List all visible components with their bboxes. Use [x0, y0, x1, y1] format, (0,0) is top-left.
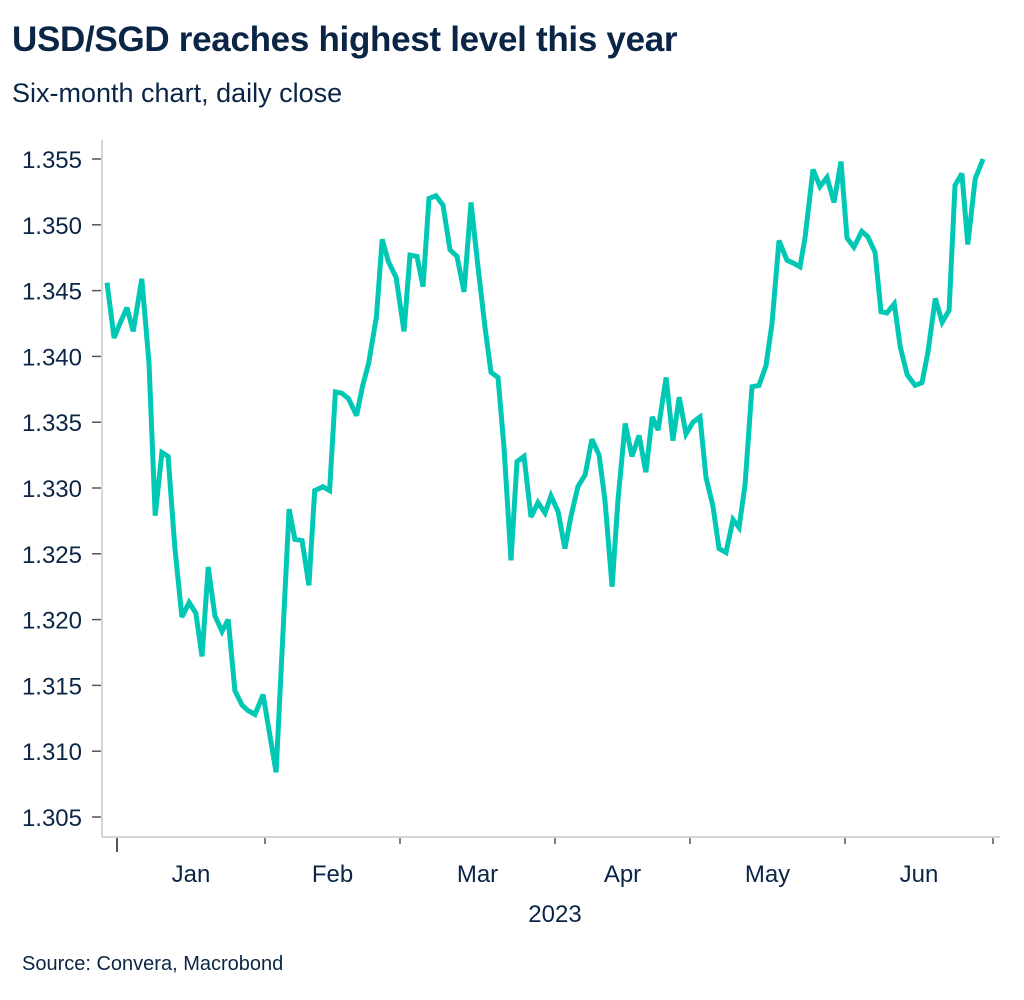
series-group — [104, 158, 986, 773]
y-tick-label: 1.330 — [22, 476, 82, 503]
x-axis: Jan Feb Mar Apr May Jun — [116, 838, 994, 888]
y-tick-label: 1.355 — [22, 147, 82, 174]
chart-title: USD/SGD reaches highest level this year — [12, 20, 678, 59]
x-tick-label: May — [745, 861, 790, 888]
y-tick-label: 1.315 — [22, 673, 82, 700]
y-axis: 1.305 1.310 1.315 1.320 1.325 1.330 1.335 1.340… — [22, 147, 101, 832]
y-tick-label: 1.310 — [22, 739, 82, 766]
source-note: Source: Convera, Macrobond — [22, 953, 284, 975]
x-axis-year-label: 2023 — [528, 901, 581, 928]
y-tick-label: 1.340 — [22, 344, 82, 371]
y-tick-label: 1.320 — [22, 608, 82, 635]
y-tick-label: 1.345 — [22, 279, 82, 306]
x-tick-label: Mar — [457, 861, 498, 888]
y-tick-label: 1.325 — [22, 542, 82, 569]
x-tick-label: Apr — [604, 861, 641, 888]
axes — [101, 140, 1000, 838]
series-line-usd-sgd — [104, 158, 986, 773]
chart-subtitle: Six-month chart, daily close — [12, 78, 343, 108]
x-tick-label: Jun — [900, 861, 939, 888]
y-tick-label: 1.350 — [22, 213, 82, 240]
x-tick-label: Jan — [172, 861, 211, 888]
x-tick-label: Feb — [312, 861, 353, 888]
y-tick-label: 1.335 — [22, 410, 82, 437]
y-tick-label: 1.305 — [22, 805, 82, 832]
